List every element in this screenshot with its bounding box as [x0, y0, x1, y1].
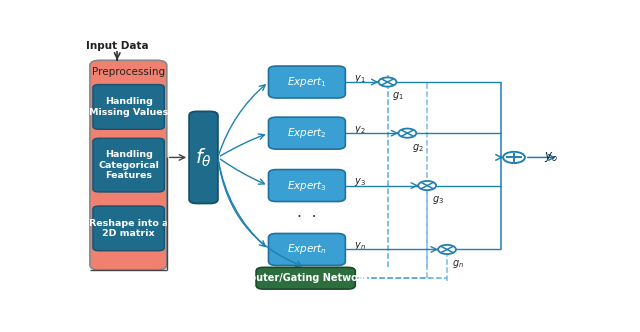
Text: $g_2$: $g_2$	[412, 141, 424, 154]
Circle shape	[438, 245, 456, 254]
Text: $y_1$: $y_1$	[355, 73, 366, 85]
Text: Input Data: Input Data	[86, 41, 148, 51]
Text: Router/Gating Network: Router/Gating Network	[242, 273, 369, 283]
FancyBboxPatch shape	[93, 138, 164, 192]
Circle shape	[503, 152, 525, 163]
Text: Handling
Missing Values: Handling Missing Values	[89, 97, 168, 117]
FancyBboxPatch shape	[256, 267, 355, 289]
Text: Preprocessing: Preprocessing	[92, 67, 164, 77]
Circle shape	[399, 128, 416, 138]
Text: $y_o$: $y_o$	[544, 150, 557, 164]
Text: Handling
Categorical
Features: Handling Categorical Features	[98, 150, 159, 180]
Text: $g_n$: $g_n$	[452, 258, 464, 270]
FancyBboxPatch shape	[189, 112, 218, 204]
FancyBboxPatch shape	[90, 60, 167, 270]
FancyBboxPatch shape	[269, 170, 346, 202]
FancyBboxPatch shape	[93, 206, 164, 251]
FancyBboxPatch shape	[93, 85, 164, 129]
Text: $g_3$: $g_3$	[432, 194, 444, 206]
Text: Reshape into a
2D matrix: Reshape into a 2D matrix	[89, 219, 168, 238]
Text: $Expert_1$: $Expert_1$	[287, 75, 327, 89]
FancyBboxPatch shape	[269, 233, 346, 266]
Text: $Expert_n$: $Expert_n$	[287, 242, 327, 256]
Circle shape	[419, 181, 436, 190]
Text: $Expert_2$: $Expert_2$	[287, 126, 327, 140]
Circle shape	[379, 77, 396, 87]
FancyBboxPatch shape	[269, 66, 346, 98]
Text: $f_\theta$: $f_\theta$	[195, 146, 212, 169]
Text: $y_3$: $y_3$	[355, 177, 366, 189]
Text: $Expert_3$: $Expert_3$	[287, 179, 327, 193]
Text: $y_2$: $y_2$	[355, 124, 366, 136]
Text: $g_1$: $g_1$	[392, 90, 404, 103]
Text: $y_n$: $y_n$	[355, 240, 366, 252]
Text: ·  ·: · ·	[297, 210, 317, 225]
FancyBboxPatch shape	[269, 117, 346, 149]
